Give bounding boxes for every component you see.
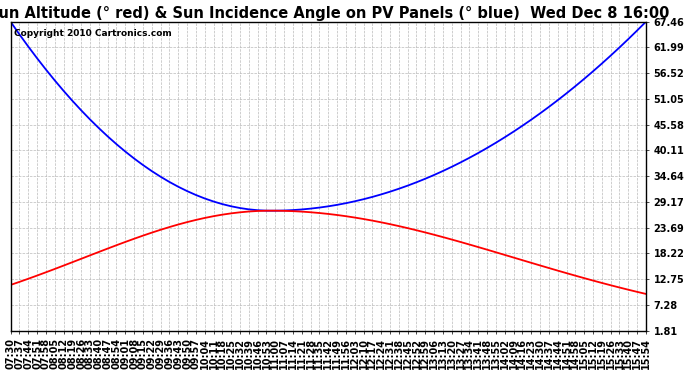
- Title: Sun Altitude (° red) & Sun Incidence Angle on PV Panels (° blue)  Wed Dec 8 16:0: Sun Altitude (° red) & Sun Incidence Ang…: [0, 6, 669, 21]
- Text: Copyright 2010 Cartronics.com: Copyright 2010 Cartronics.com: [14, 30, 172, 39]
